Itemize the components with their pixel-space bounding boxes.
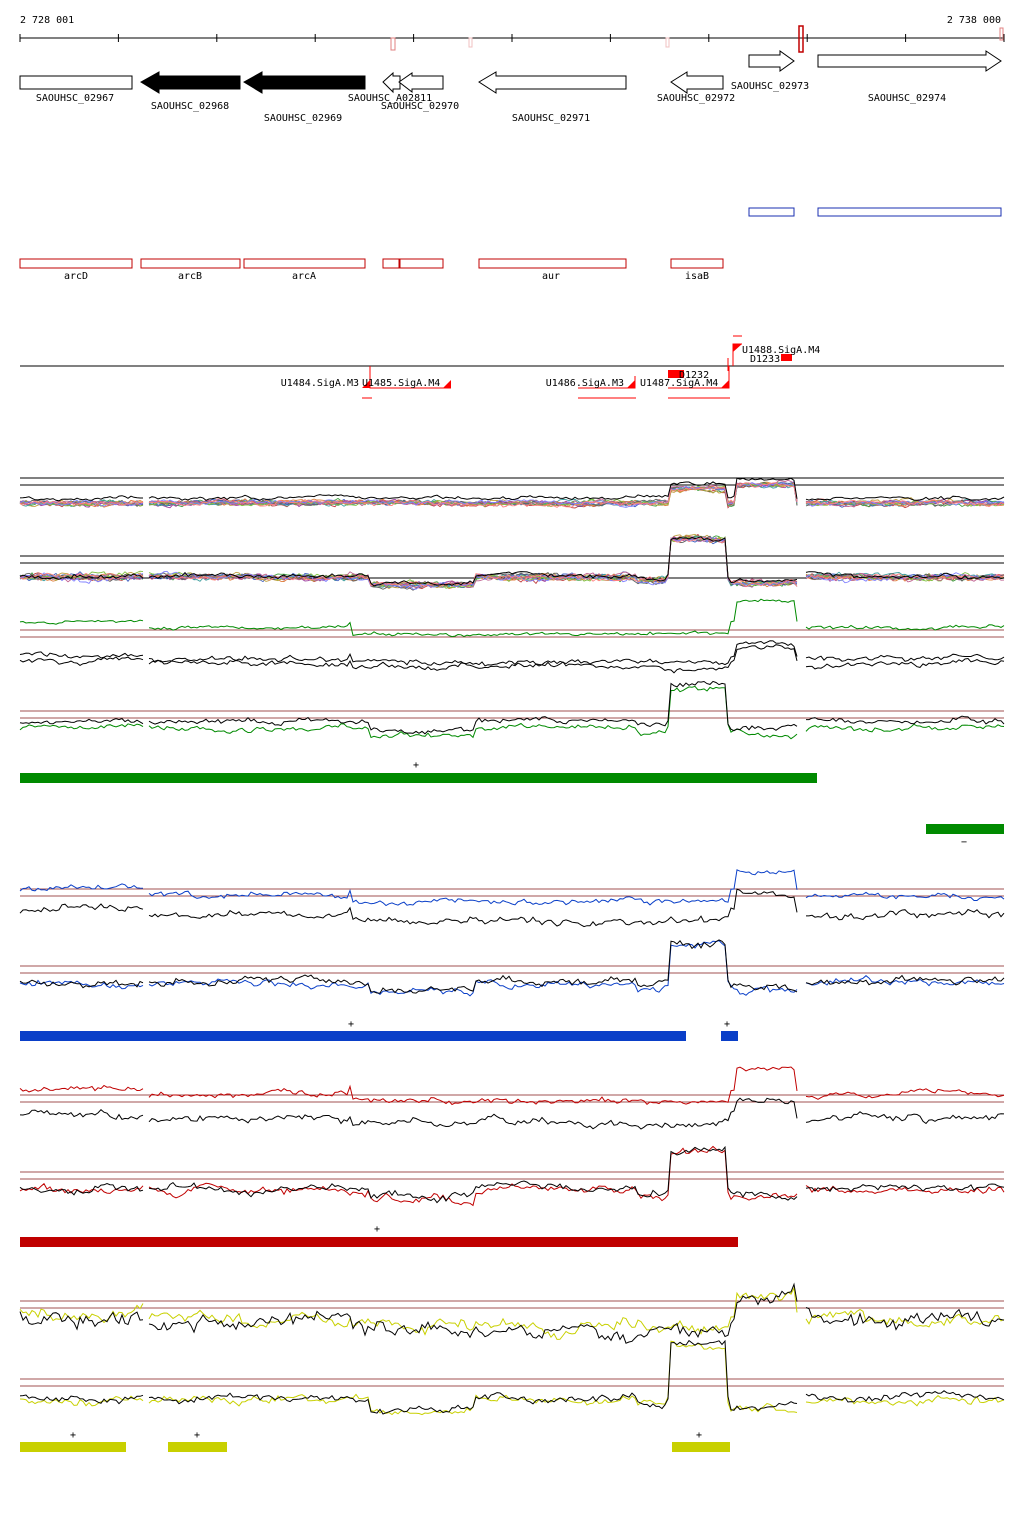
expression-trace <box>19 1145 1005 1204</box>
cds-label: SAOUHSC_02972 <box>657 93 735 104</box>
strand-mark-plus: + <box>348 1019 354 1030</box>
gene-box[interactable] <box>140 258 241 269</box>
cds-arrow[interactable] <box>19 75 133 90</box>
yellow-segment-bar[interactable] <box>672 1442 730 1452</box>
cds-label: SAOUHSC_A02811 <box>348 93 432 104</box>
cds-label: SAOUHSC_02967 <box>36 93 114 104</box>
operon-box[interactable] <box>748 207 795 217</box>
expression-trace <box>19 1282 1005 1344</box>
strand-mark-minus: − <box>961 837 967 848</box>
cds-arrow[interactable] <box>398 72 444 94</box>
expression-trace <box>19 869 1005 907</box>
cds-label: SAOUHSC_02971 <box>512 113 590 124</box>
green-segment-bar[interactable] <box>20 773 817 783</box>
cds-arrow[interactable] <box>382 71 401 94</box>
coordinate-ruler: 2 728 001 2 738 000 <box>19 15 1005 53</box>
promoter-label: U1486.SigA.M3 <box>546 378 624 389</box>
green-segment-bar[interactable] <box>926 824 1004 834</box>
operon-track <box>748 207 1002 217</box>
cds-arrow[interactable] <box>670 71 724 94</box>
cds-track: SAOUHSC_02967 SAOUHSC_02968 SAOUHSC_0296… <box>19 50 1002 124</box>
expression-trace <box>19 685 1005 740</box>
expression-trace <box>19 680 1005 735</box>
cds-arrow[interactable] <box>478 71 627 94</box>
yellow-segment-bar[interactable] <box>20 1442 126 1452</box>
yellow-segment-bar[interactable] <box>168 1442 227 1452</box>
gene-box[interactable] <box>478 258 627 269</box>
promoter-flag <box>733 344 742 352</box>
expression-trace <box>19 888 1005 928</box>
ruler-marker <box>798 25 804 53</box>
promoter-label: U1487.SigA.M4 <box>640 378 718 389</box>
expression-trace <box>19 1339 1005 1415</box>
operon-box[interactable] <box>817 207 1002 217</box>
ruler-marker <box>665 37 670 48</box>
ruler-end-label: 2 738 000 <box>947 15 1001 26</box>
blue-segment-bar[interactable] <box>20 1031 686 1041</box>
gene-box[interactable] <box>382 258 401 269</box>
expression-trace <box>19 598 1005 638</box>
promoter-flag <box>362 380 370 388</box>
expression-trace <box>19 1286 1005 1340</box>
ruler-start-label: 2 728 001 <box>20 15 74 26</box>
promoter-label: D1232 <box>679 370 709 381</box>
cds-arrow[interactable] <box>817 50 1002 72</box>
cds-arrow[interactable] <box>748 50 795 72</box>
ruler-ticks <box>19 34 1005 42</box>
tss-block[interactable] <box>781 354 792 361</box>
strand-mark-plus: + <box>374 1224 380 1235</box>
expression-profiles <box>19 477 1005 1416</box>
expression-trace <box>19 481 1005 508</box>
ruler-marker <box>390 37 396 51</box>
promoter-label: U1488.SigA.M4 <box>742 345 820 356</box>
promoter-track: U1484.SigA.M3 U1485.SigA.M4 U1486.SigA.M… <box>20 335 1004 399</box>
expression-trace <box>19 644 1005 674</box>
expression-trace <box>19 939 1005 994</box>
promoter-label: U1485.SigA.M4 <box>362 378 440 389</box>
promoter-flag <box>443 380 451 388</box>
expression-trace <box>19 536 1005 587</box>
promoter-flag <box>721 380 729 388</box>
promoter-label: U1484.SigA.M3 <box>281 378 359 389</box>
cds-label: SAOUHSC_02970 <box>381 101 459 112</box>
expression-trace <box>19 1340 1005 1416</box>
expression-trace <box>19 940 1005 997</box>
tss-block[interactable] <box>668 370 684 378</box>
gene-label: isaB <box>685 271 709 282</box>
gene-box[interactable] <box>19 258 133 269</box>
red-segment-bar[interactable] <box>20 1237 738 1247</box>
strand-mark-plus: + <box>724 1019 730 1030</box>
cds-label: SAOUHSC_02968 <box>151 101 229 112</box>
strand-mark-plus: + <box>413 760 419 771</box>
gene-name-track: arcD arcB arcA aur isaB <box>19 258 724 282</box>
promoter-label: D1233 <box>750 354 780 365</box>
blue-segment-bar[interactable] <box>721 1031 738 1041</box>
gene-box[interactable] <box>398 258 444 269</box>
expression-trace <box>19 1066 1005 1106</box>
cds-arrow[interactable] <box>243 71 366 94</box>
expression-trace <box>19 477 1005 502</box>
gene-box[interactable] <box>670 258 724 269</box>
gene-label: arcA <box>292 271 316 282</box>
ruler-marker <box>468 37 473 48</box>
cds-label: SAOUHSC_02969 <box>264 113 342 124</box>
segment-bars: + − + + + + + + <box>20 760 1004 1452</box>
expression-trace <box>19 640 1005 667</box>
cds-label: SAOUHSC_02974 <box>868 93 946 104</box>
strand-mark-plus: + <box>696 1430 702 1441</box>
ruler-marker <box>999 27 1004 41</box>
gene-label: arcD <box>64 271 88 282</box>
gene-label: aur <box>542 271 560 282</box>
expression-trace <box>19 1097 1005 1130</box>
promoter-flag <box>627 380 635 388</box>
strand-mark-plus: + <box>70 1430 76 1441</box>
cds-label: SAOUHSC_02973 <box>731 81 809 92</box>
gene-box[interactable] <box>243 258 366 269</box>
expression-trace <box>19 1145 1005 1207</box>
cds-arrow[interactable] <box>140 71 241 94</box>
expression-trace <box>19 482 1005 508</box>
strand-mark-plus: + <box>194 1430 200 1441</box>
gene-label: arcB <box>178 271 202 282</box>
